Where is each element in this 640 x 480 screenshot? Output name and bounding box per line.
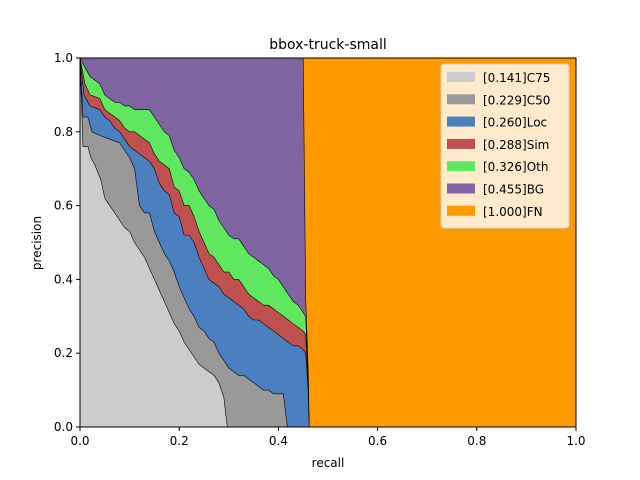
y-axis-label: precision bbox=[30, 216, 44, 270]
legend-label-0-141-c75: [0.141]C75 bbox=[483, 71, 550, 85]
x-tick-label: 1.0 bbox=[566, 434, 585, 448]
chart-title: bbox-truck-small bbox=[269, 37, 387, 53]
x-axis-label: recall bbox=[312, 456, 345, 470]
legend-label-1-000-fn: [1.000]FN bbox=[483, 205, 543, 219]
legend-swatch-0-229-c50 bbox=[447, 94, 475, 105]
legend-swatch-0-288-sim bbox=[447, 138, 475, 149]
x-axis: 0.0 0.2 0.4 0.6 0.8 1.0 bbox=[70, 427, 586, 448]
legend-label-0-455-bg: [0.455]BG bbox=[483, 183, 544, 197]
plot-frame bbox=[79, 57, 577, 428]
y-axis: 0.0 0.2 0.4 0.6 0.8 1.0 bbox=[54, 51, 80, 434]
legend-label-0-326-oth: [0.326]Oth bbox=[483, 160, 548, 174]
legend: [0.141]C75 [0.229]C50 [0.260]Loc [0.288]Sim… bbox=[440, 63, 570, 229]
y-tick-label: 0.8 bbox=[54, 125, 73, 139]
legend-swatch-0-455-bg bbox=[447, 183, 475, 194]
legend-swatch-0-326-oth bbox=[447, 161, 475, 172]
legend-label-0-229-c50: [0.229]C50 bbox=[483, 93, 550, 107]
y-tick-label: 0.0 bbox=[54, 420, 73, 434]
legend-swatch-0-141-c75 bbox=[447, 72, 475, 82]
legend-swatch-1-000-fn bbox=[447, 205, 475, 216]
x-tick-label: 0.0 bbox=[70, 434, 89, 448]
x-tick-label: 0.2 bbox=[170, 434, 189, 448]
y-tick-label: 0.4 bbox=[54, 272, 73, 286]
legend-label-0-260-loc: [0.260]Loc bbox=[483, 116, 547, 130]
x-tick-label: 0.8 bbox=[467, 434, 486, 448]
y-tick-label: 0.6 bbox=[54, 199, 73, 213]
y-tick-label: 0.2 bbox=[54, 346, 73, 360]
x-tick-label: 0.6 bbox=[368, 434, 387, 448]
legend-label-0-288-sim: [0.288]Sim bbox=[483, 138, 549, 152]
area-0-141-c75 bbox=[79, 57, 228, 428]
legend-swatch-0-260-loc bbox=[447, 116, 475, 127]
y-tick-label: 1.0 bbox=[54, 51, 73, 65]
x-tick-label: 0.4 bbox=[269, 434, 288, 448]
